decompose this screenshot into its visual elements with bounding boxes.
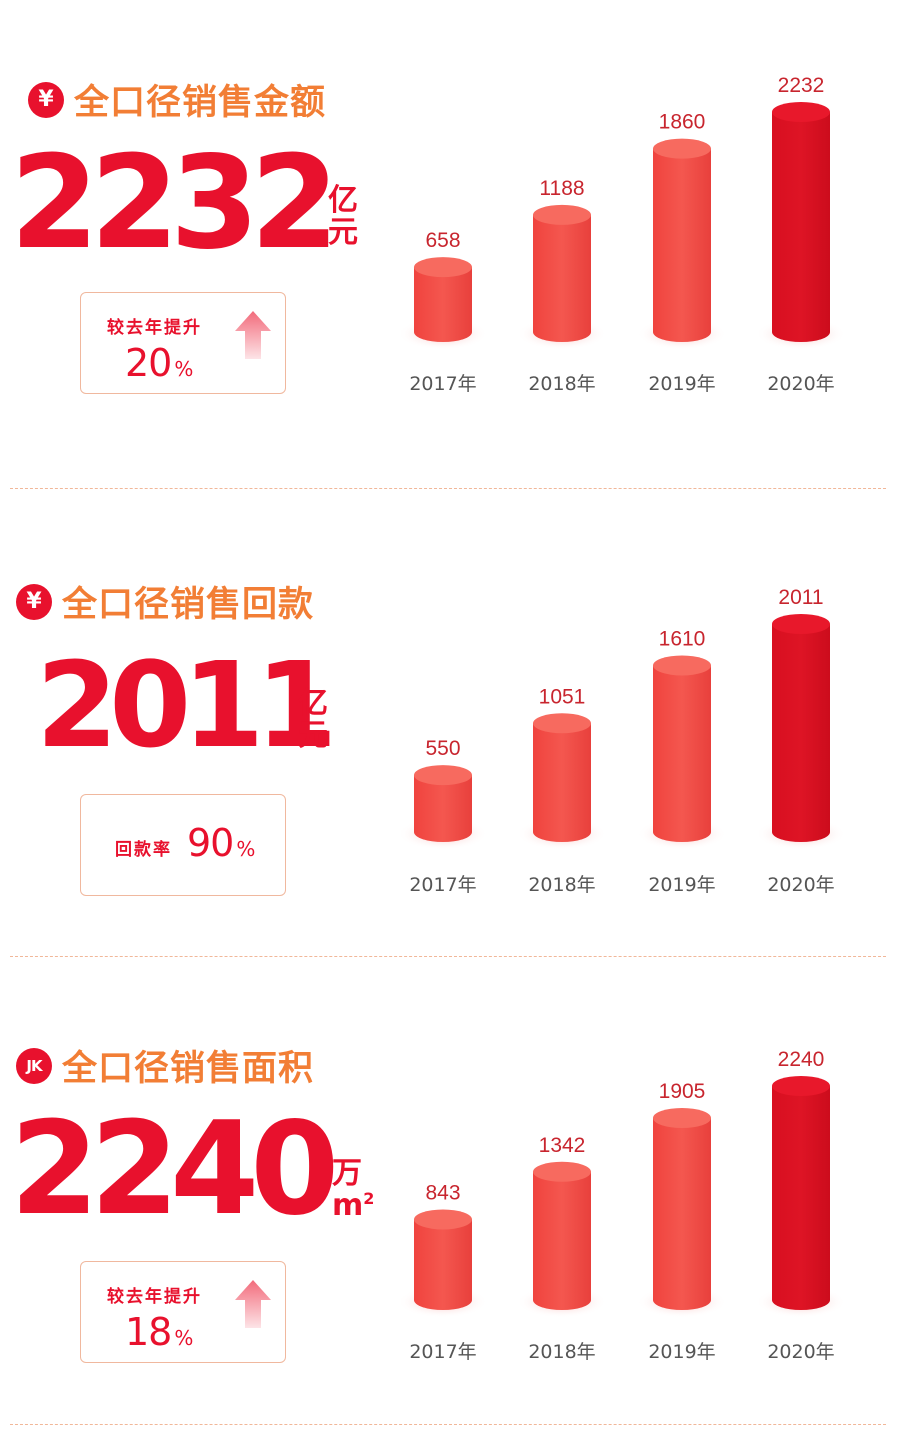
unit-line-1: 亿	[298, 686, 328, 721]
growth-number: 20	[125, 341, 172, 385]
growth-box: 较去年提升 18%	[80, 1261, 286, 1363]
category-label: 2019年	[648, 1341, 715, 1363]
bar-2019年	[637, 138, 727, 350]
headline-value: 2232	[10, 129, 339, 278]
headline-value: 2011	[36, 636, 337, 774]
growth-label: 较去年提升	[107, 1287, 202, 1307]
payback-rate-box: 回款率 90%	[80, 794, 286, 896]
data-label: 550	[425, 737, 460, 760]
category-label: 2017年	[409, 874, 476, 896]
growth-box: 较去年提升 20%	[80, 292, 286, 394]
growth-value: 18%	[125, 1310, 193, 1354]
category-label: 2019年	[648, 373, 715, 395]
yen-icon: ¥	[28, 81, 64, 118]
data-label: 843	[425, 1181, 460, 1204]
data-label: 1188	[539, 177, 584, 200]
growth-number: 18	[125, 1310, 172, 1354]
data-label: 658	[425, 229, 460, 252]
bar-2017年	[398, 1209, 488, 1318]
section-title-row: ¥ 全口径销售回款	[16, 576, 314, 627]
section-title-row: ¥ 全口径销售金额	[28, 74, 326, 125]
category-label: 2017年	[409, 1341, 476, 1363]
category-label: 2020年	[767, 1341, 834, 1363]
section-divider	[10, 488, 886, 489]
sales-payback-section: ¥ 全口径销售回款 2011 亿 元 回款率 90% 550 2017年 1051 2…	[16, 576, 846, 896]
unit-line-2: 元	[328, 214, 358, 250]
sales-area-chart: 843 2017年 1342 2018年 1905 2019年 2240 2020年	[398, 1048, 846, 1363]
section-divider	[10, 1424, 886, 1425]
bar-2018年	[517, 204, 607, 350]
unit-line-1: 万	[332, 1156, 362, 1191]
unit-superscript: 2	[363, 1188, 375, 1208]
unit-line-2: m2	[332, 1187, 375, 1223]
payback-rate-value: 90%	[187, 821, 255, 865]
growth-percent: %	[174, 1326, 193, 1350]
section-title: 全口径销售面积	[62, 1049, 315, 1089]
bar-2020年	[756, 614, 846, 850]
payback-rate-percent: %	[236, 837, 255, 861]
data-label: 2240	[778, 1048, 825, 1071]
yen-icon: ¥	[16, 583, 52, 620]
unit-line-2: 元	[298, 717, 328, 753]
category-label: 2020年	[767, 373, 834, 395]
up-arrow-icon	[235, 311, 271, 359]
section-title: 全口径销售回款	[62, 585, 315, 625]
bar-2018年	[517, 713, 607, 850]
section-title: 全口径销售金额	[74, 83, 327, 123]
section-title-row: JK 全口径销售面积	[16, 1040, 314, 1091]
category-label: 2017年	[409, 373, 476, 395]
bar-2020年	[756, 102, 846, 350]
data-label: 1905	[659, 1080, 706, 1103]
data-label: 1860	[659, 111, 706, 134]
growth-value: 20%	[125, 341, 193, 385]
unit-base: m	[332, 1187, 364, 1223]
bar-2019年	[637, 1108, 727, 1318]
payback-rate-label: 回款率	[115, 840, 172, 860]
sales-amount-section: ¥ 全口径销售金额 2232 亿 元 较去年提升 20% 658 2017年 118…	[0, 0, 911, 480]
headline-unit: 亿 元	[328, 185, 358, 248]
bar-2019年	[637, 655, 727, 850]
sales-amount-chart: 658 2017年 1188 2018年 1860 2019年 2232 2020年	[398, 74, 846, 395]
category-label: 2018年	[528, 373, 595, 395]
category-label: 2019年	[648, 874, 715, 896]
category-label: 2020年	[767, 874, 834, 896]
data-label: 1610	[659, 627, 706, 650]
headline-unit: 万 m2	[332, 1158, 374, 1221]
jk-icon: JK	[16, 1047, 52, 1084]
unit-line-1: 亿	[328, 183, 358, 218]
data-label: 2011	[778, 586, 823, 609]
up-arrow-icon	[235, 1280, 271, 1328]
sales-payback-chart: 550 2017年 1051 2018年 1610 2019年 2011 2020年	[398, 586, 846, 896]
data-label: 2232	[778, 74, 825, 97]
category-label: 2018年	[528, 1341, 595, 1363]
growth-label: 较去年提升	[107, 318, 202, 338]
category-label: 2018年	[528, 874, 595, 896]
growth-percent: %	[174, 357, 193, 381]
bar-2018年	[517, 1161, 607, 1318]
bar-2017年	[398, 765, 488, 850]
headline-value: 2240	[10, 1095, 339, 1244]
payback-rate-number: 90	[187, 821, 234, 865]
bar-2017年	[398, 257, 488, 350]
section-divider	[10, 956, 886, 957]
headline-unit: 亿 元	[298, 688, 328, 751]
data-label: 1342	[539, 1134, 586, 1157]
bar-2020年	[756, 1076, 846, 1318]
data-label: 1051	[539, 685, 586, 708]
